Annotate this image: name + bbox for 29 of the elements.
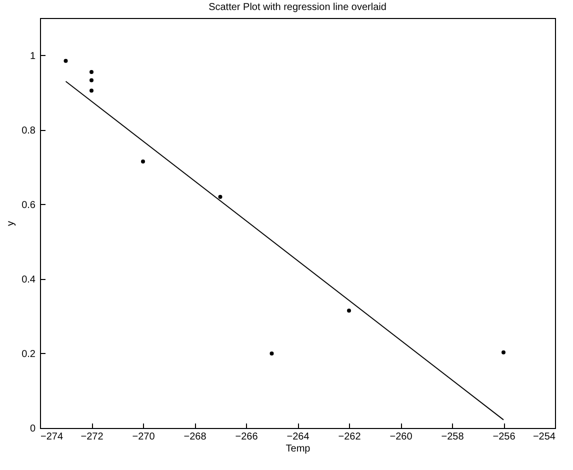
x-tick-label: −266	[235, 432, 258, 442]
x-tick-label: −256	[492, 432, 516, 442]
x-tick-label: −268	[184, 432, 207, 442]
y-tick-label: 0	[30, 424, 36, 434]
y-tick-label: 0.6	[22, 200, 36, 211]
x-tick-label: −264	[286, 432, 310, 442]
x-tick-label: −260	[390, 432, 413, 442]
x-tick-label: −272	[80, 432, 104, 442]
point	[90, 88, 94, 93]
x-tick-label: −274	[40, 432, 64, 442]
x-tick-label: −262	[338, 432, 362, 442]
point	[218, 194, 222, 199]
x-tick-label: −270	[132, 432, 156, 442]
point	[141, 160, 145, 164]
point	[270, 351, 274, 356]
x-axis-title: Temp	[286, 444, 311, 454]
y-axis-title: y	[6, 221, 17, 226]
chart-title: Scatter Plot with regression line overlaid	[208, 2, 386, 13]
y-tick-label: 1	[30, 50, 36, 62]
point	[347, 308, 351, 313]
point	[502, 350, 506, 354]
point	[90, 70, 94, 74]
point	[90, 78, 94, 82]
y-tick-label: 0.4	[22, 274, 36, 286]
x-tick-label: −258	[441, 432, 464, 442]
y-tick-label: 0.8	[22, 125, 36, 136]
point	[64, 58, 68, 63]
x-tick-label: −254	[532, 432, 556, 442]
y-tick-label: 0.2	[22, 348, 36, 360]
